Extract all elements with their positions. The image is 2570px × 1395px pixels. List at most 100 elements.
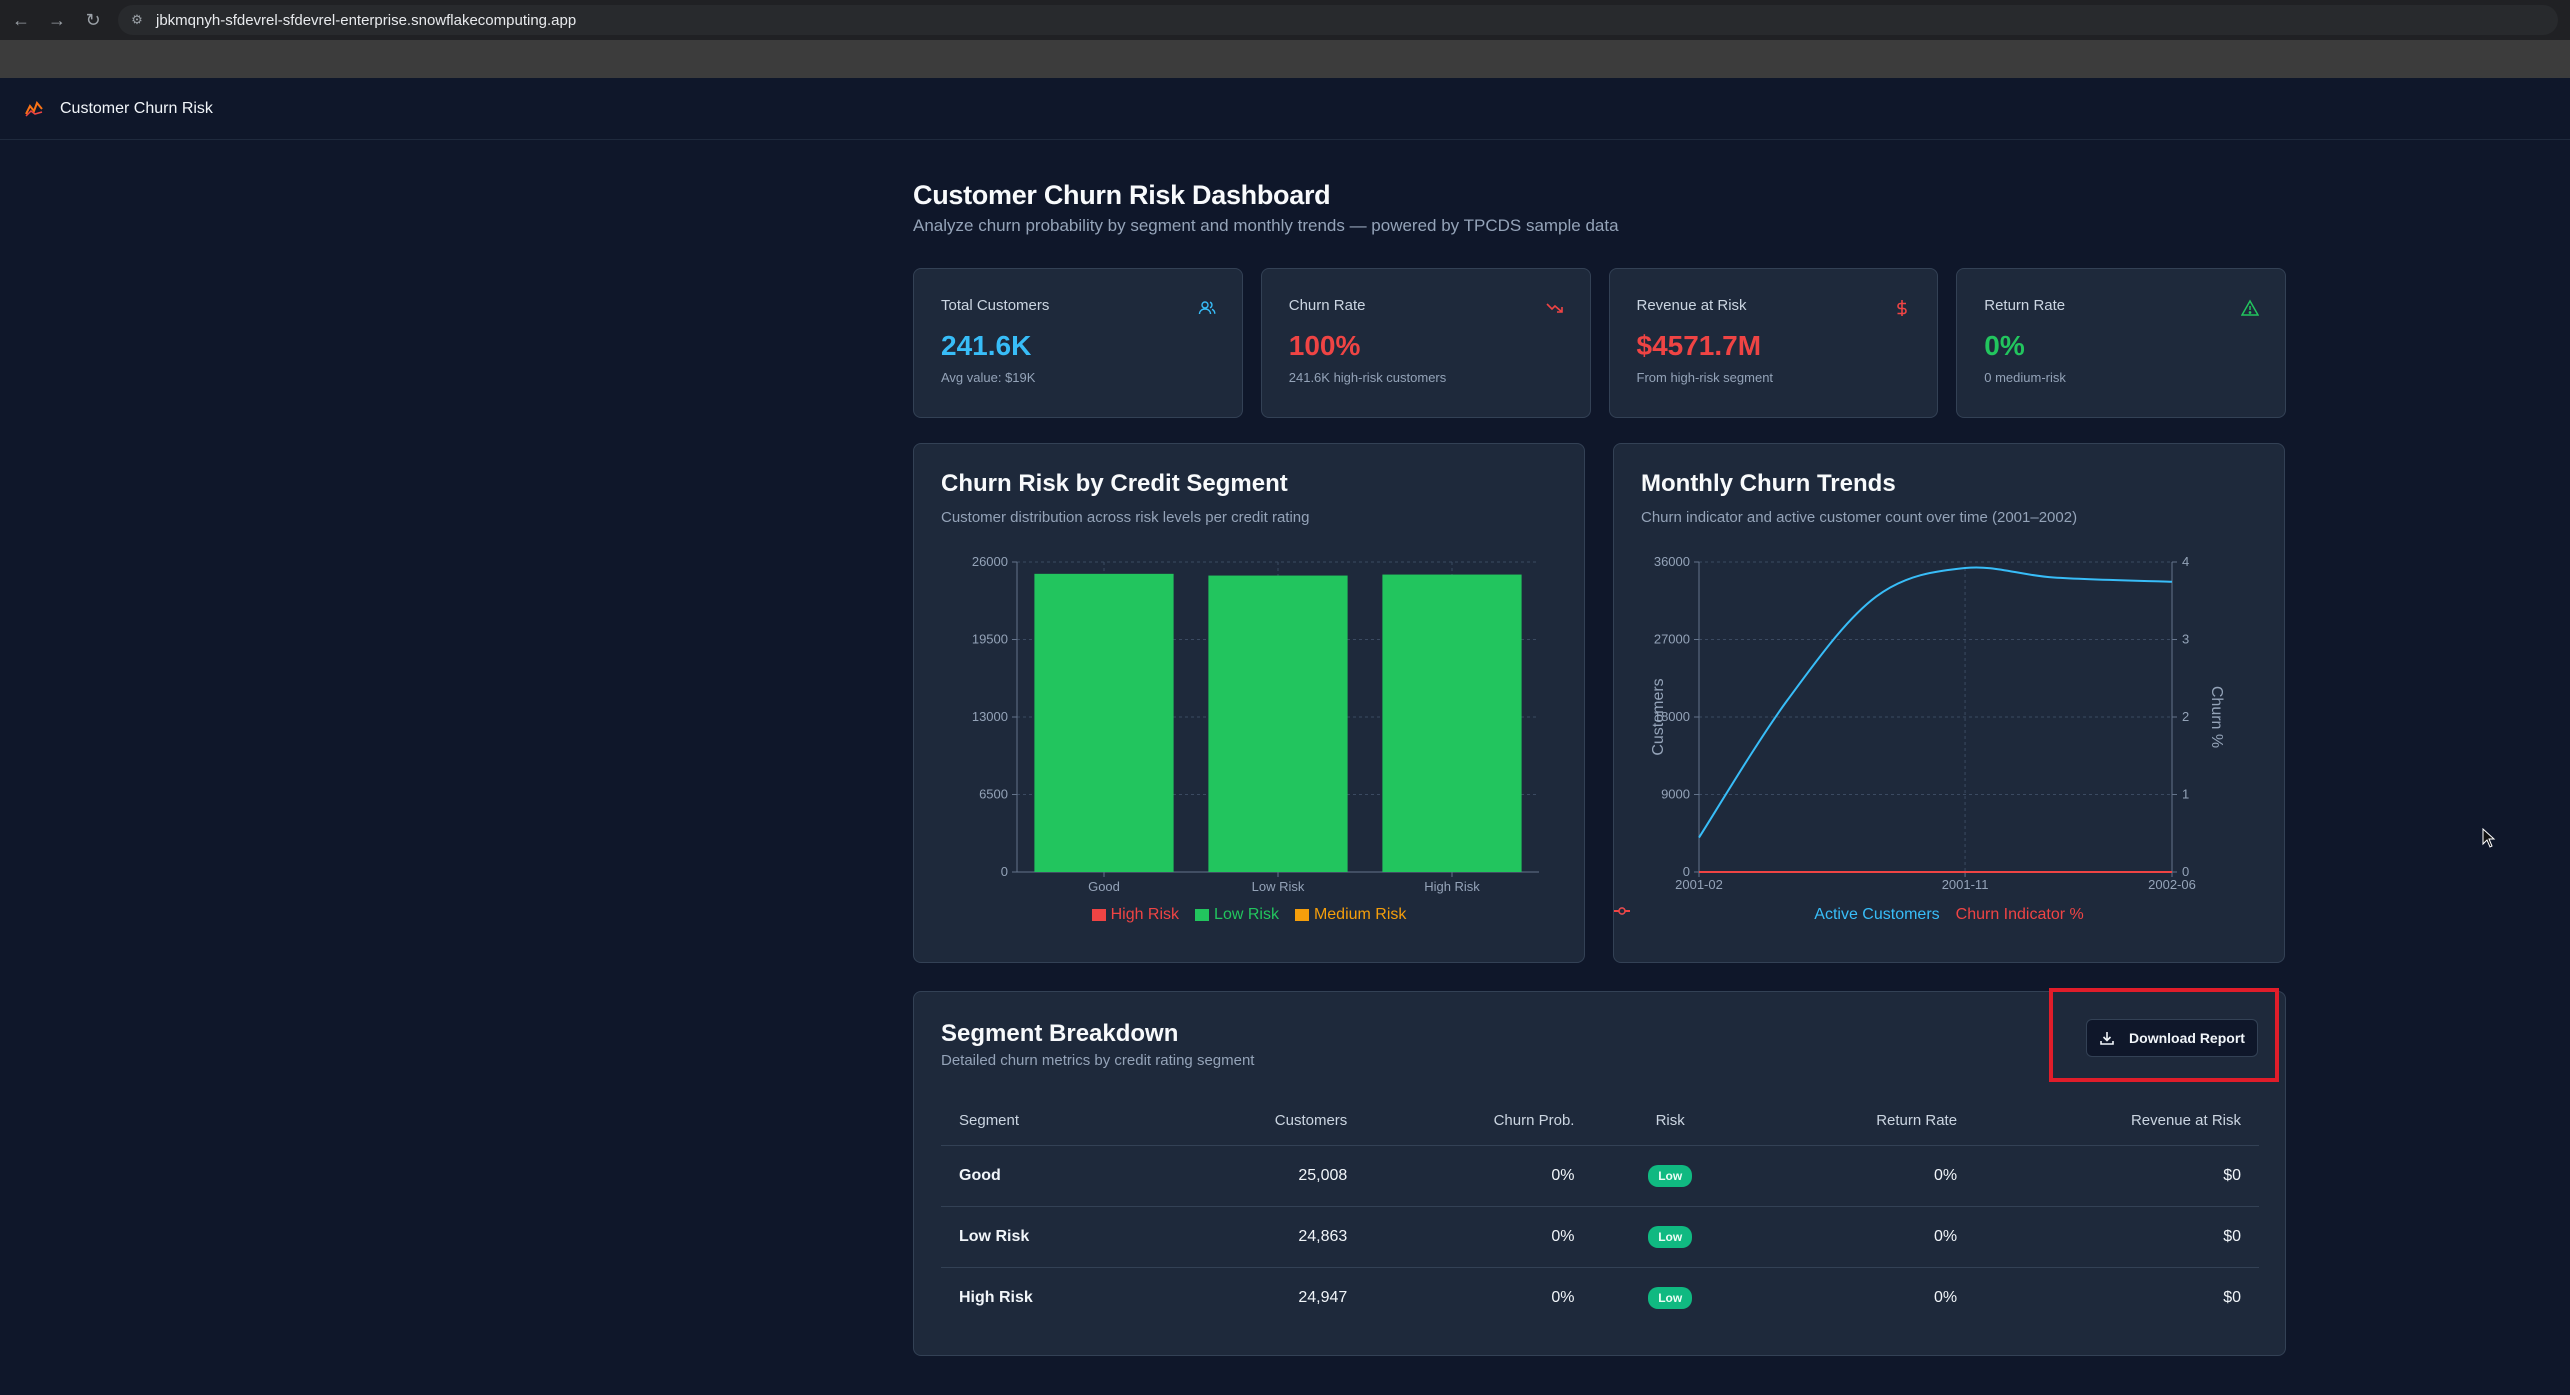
y-tick-label: 26000 xyxy=(972,554,1008,569)
legend-label: Churn Indicator % xyxy=(1955,906,2084,923)
cell-risk: Low xyxy=(1592,1206,1748,1268)
app-logo-icon xyxy=(25,100,43,117)
kpi-row: Total Customers 241.6K Avg value: $19K C… xyxy=(913,268,2286,418)
cell-return-rate: 0% xyxy=(1933,1288,1958,1306)
chart-subtitle: Customer distribution across risk levels… xyxy=(941,509,1310,526)
table-subtitle: Detailed churn metrics by credit rating … xyxy=(941,1052,1255,1069)
line-chart: 0 9000 18000 27000 36000 0 1 2 3 4 2001-02 2001-11 2… xyxy=(1650,554,2225,892)
reload-icon[interactable]: ↻ xyxy=(85,9,101,30)
cell-segment: High Risk xyxy=(959,1288,1033,1306)
forward-icon[interactable]: → xyxy=(48,9,66,30)
address-bar[interactable]: ⚙ jbkmqnyh-sfdevrel-sfdevrel-enterprise.… xyxy=(118,5,2558,35)
line-chart-legend: Active Customers Churn Indicator % xyxy=(1614,906,2284,924)
kpi-value: $4571.7M xyxy=(1636,330,1762,361)
y-tick-label: 19500 xyxy=(972,632,1008,647)
kpi-value: 100% xyxy=(1288,330,1361,361)
x-tick-label: 2001-02 xyxy=(1675,877,1723,892)
chart-title: Churn Risk by Credit Segment xyxy=(941,470,1288,497)
column-header-segment[interactable]: Segment xyxy=(941,1097,1155,1146)
cell-revenue-at-risk: $0 xyxy=(1975,1145,2259,1207)
table-header-row: Segment Customers Churn Prob. Risk Retur… xyxy=(941,1097,2259,1146)
cell-churn-prob: 0% xyxy=(1551,1288,1575,1306)
bar-chart: 0 6500 13000 19500 26000 Good Low Risk High Ris… xyxy=(972,554,1539,894)
bar-chart-card: Churn Risk by Credit Segment Customer di… xyxy=(913,443,1585,963)
legend-line-marker xyxy=(1614,907,1630,915)
table-row[interactable]: Low Risk 24,863 0% Low 0% $0 xyxy=(941,1206,2259,1268)
series-line-active-customers xyxy=(1698,566,2173,839)
column-header-risk[interactable]: Risk xyxy=(1592,1097,1748,1146)
kpi-label: Return Rate xyxy=(1984,297,2066,314)
legend-swatch xyxy=(1091,909,1106,921)
download-report-label: Download Report xyxy=(2129,1030,2245,1046)
legend-label: High Risk xyxy=(1110,906,1180,923)
legend-item-active-customers[interactable]: Active Customers xyxy=(1614,906,1940,924)
y-tick-label: 0 xyxy=(1683,864,1690,879)
table-row[interactable]: High Risk 24,947 0% Low 0% $0 xyxy=(941,1267,2259,1328)
users-icon xyxy=(1198,301,1216,315)
alert-triangle-icon xyxy=(2241,299,2259,316)
cell-return-rate: 0% xyxy=(1747,1145,1976,1207)
cell-churn-prob: 0% xyxy=(1365,1206,1593,1268)
cell-segment: Low Risk xyxy=(941,1206,1155,1268)
cell-revenue-at-risk: $0 xyxy=(1975,1206,2259,1268)
column-header-return-rate[interactable]: Return Rate xyxy=(1747,1097,1976,1146)
browser-info-strip xyxy=(0,40,2570,78)
segment-table: Segment Customers Churn Prob. Risk Retur… xyxy=(941,1097,2259,1328)
back-icon[interactable]: ← xyxy=(12,9,30,30)
risk-badge: Low xyxy=(1648,1225,1693,1248)
legend-item-high-risk[interactable]: High Risk xyxy=(1091,906,1180,924)
segment-breakdown-card: Segment Breakdown Detailed churn metrics… xyxy=(913,988,2286,1356)
chart-subtitle: Churn indicator and active customer coun… xyxy=(1641,509,2078,526)
page-subtitle: Analyze churn probability by segment and… xyxy=(913,216,1619,235)
table-title: Segment Breakdown xyxy=(941,1020,1179,1047)
kpi-label: Revenue at Risk xyxy=(1636,297,1747,314)
y2-tick-label: 2 xyxy=(2182,709,2189,724)
url-text: jbkmqnyh-sfdevrel-sfdevrel-enterprise.sn… xyxy=(156,11,577,29)
y-tick-label: 6500 xyxy=(979,787,1008,802)
download-report-button[interactable]: Download Report xyxy=(2086,1019,2258,1057)
legend-swatch xyxy=(1294,909,1309,921)
line-chart-card: Monthly Churn Trends Churn indicator and… xyxy=(1613,443,2285,963)
risk-badge: Low xyxy=(1648,1286,1693,1309)
legend-swatch xyxy=(1195,909,1210,921)
legend-item-medium-risk[interactable]: Medium Risk xyxy=(1294,906,1407,924)
kpi-value: 241.6K xyxy=(941,330,1032,361)
kpi-value: 0% xyxy=(1984,330,2025,361)
y-tick-label: 36000 xyxy=(1654,554,1690,569)
x-tick-label: Low Risk xyxy=(1252,879,1305,894)
legend-item-low-risk[interactable]: Low Risk xyxy=(1195,906,1279,924)
column-header-revenue-at-risk[interactable]: Revenue at Risk xyxy=(1975,1097,2259,1146)
site-settings-icon[interactable]: ⚙ xyxy=(131,12,143,27)
bar-low-risk xyxy=(1208,575,1348,872)
dollar-icon xyxy=(1897,300,1908,316)
annotation-highlight-box xyxy=(2049,988,2279,1082)
cell-risk: Low xyxy=(1592,1267,1747,1328)
cell-customers: 24,947 xyxy=(1298,1288,1348,1306)
x-tick-label: 2002-06 xyxy=(2148,877,2196,892)
bar-low-risk xyxy=(1382,574,1522,872)
cell-customers: 25,008 xyxy=(1154,1145,1366,1207)
kpi-sub: 0 medium-risk xyxy=(1984,370,2066,385)
y-tick-label: 9000 xyxy=(1661,787,1690,802)
y-tick-label: 13000 xyxy=(972,709,1008,724)
kpi-card-churn-rate: Churn Rate 100% 241.6K high-risk custome… xyxy=(1260,268,1591,418)
legend-item-churn-indicator[interactable]: Churn Indicator % xyxy=(1614,906,2084,924)
legend-label: Active Customers xyxy=(1814,906,1940,923)
trending-down-icon xyxy=(1545,303,1563,313)
kpi-label: Total Customers xyxy=(941,297,1050,314)
download-icon xyxy=(2100,1032,2114,1045)
kpi-sub: Avg value: $19K xyxy=(941,370,1036,385)
y-tick-label: 0 xyxy=(1001,864,1008,879)
table-row[interactable]: Good 25,008 0% Low 0% $0 xyxy=(941,1145,2259,1207)
column-header-customers[interactable]: Customers xyxy=(1154,1097,1366,1146)
cell-return-rate: 0% xyxy=(1747,1206,1976,1268)
kpi-card-return-rate: Return Rate 0% 0 medium-risk xyxy=(1956,268,2286,418)
risk-badge: Low xyxy=(1648,1164,1693,1187)
column-header-churn-prob[interactable]: Churn Prob. xyxy=(1365,1097,1593,1146)
y2-tick-label: 1 xyxy=(2182,787,2189,802)
y2-tick-label: 3 xyxy=(2182,632,2189,647)
legend-label: Medium Risk xyxy=(1313,906,1407,923)
cell-revenue-at-risk: $0 xyxy=(2223,1288,2241,1306)
x-tick-label: 2001-11 xyxy=(1942,877,1989,892)
y2-tick-label: 4 xyxy=(2182,554,2189,569)
